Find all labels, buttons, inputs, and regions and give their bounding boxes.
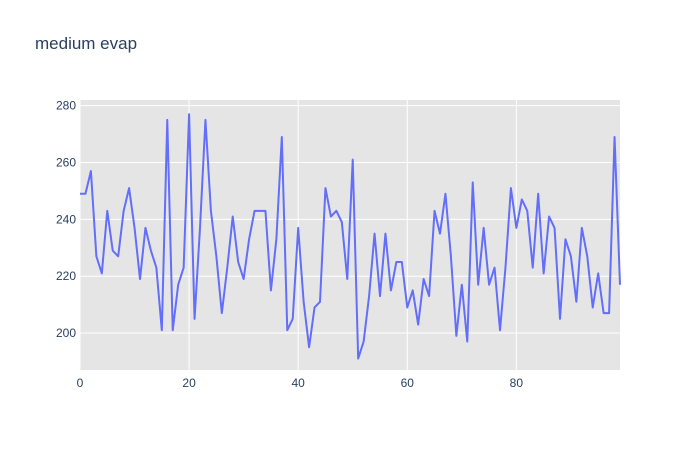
x-tick-label: 60: [401, 376, 415, 390]
x-tick-label: 80: [510, 376, 524, 390]
x-tick-label: 0: [77, 376, 84, 390]
y-tick-label: 260: [56, 156, 76, 170]
series-layer: [80, 113, 621, 360]
chart-title: medium evap: [35, 34, 138, 53]
y-tick-label: 280: [56, 99, 76, 113]
y-axis-ticks: 200 220 240 260 280: [56, 99, 76, 340]
grid-layer: [79, 100, 620, 370]
series-line: [80, 113, 621, 360]
x-axis-ticks: 0 20 40 60 80: [77, 376, 524, 390]
y-tick-label: 240: [56, 212, 76, 226]
y-tick-label: 220: [56, 269, 76, 283]
y-tick-label: 200: [56, 326, 76, 340]
x-tick-label: 40: [292, 376, 306, 390]
x-tick-label: 20: [182, 376, 196, 390]
